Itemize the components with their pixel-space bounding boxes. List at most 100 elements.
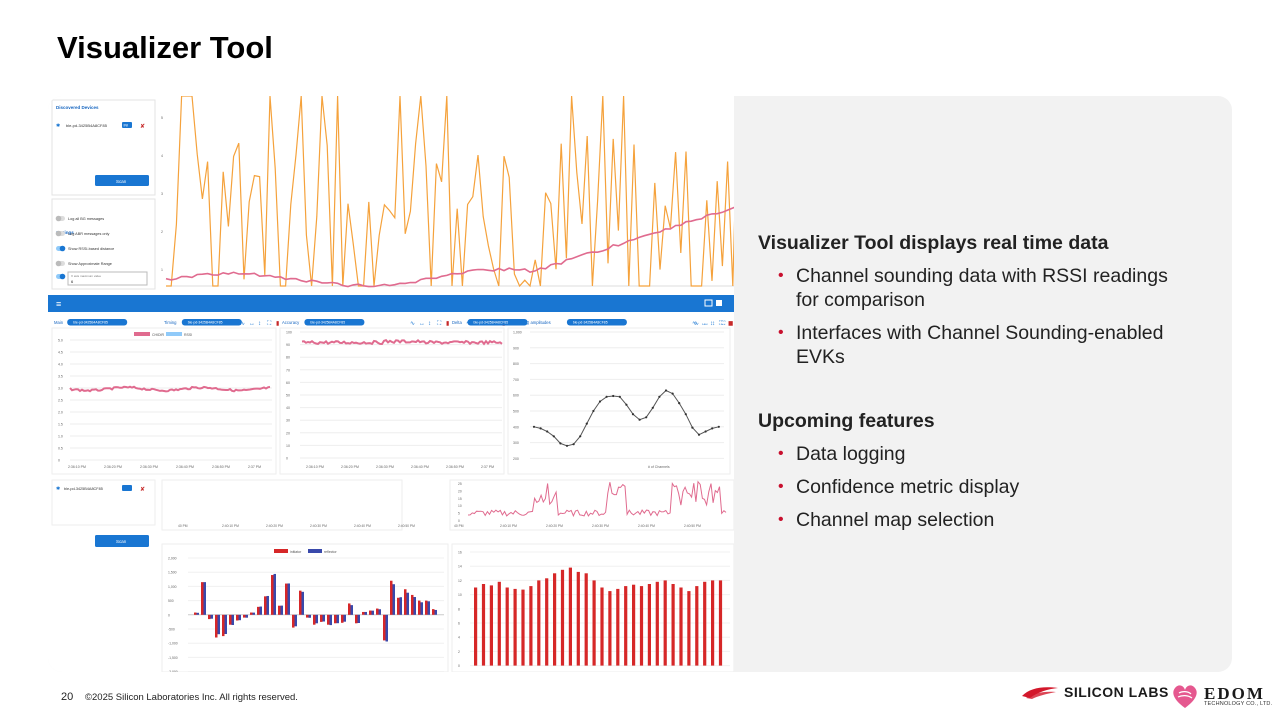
initiator-bar	[306, 614, 309, 618]
xtick: 2:36:30 PM	[140, 465, 158, 469]
axis-max-value: 6	[71, 279, 74, 284]
ytick: -1,000	[168, 642, 178, 646]
edom-text: EDOM	[1204, 683, 1265, 703]
delta-bar	[718, 580, 723, 666]
panel-title: Main	[54, 320, 64, 325]
delta-bar	[632, 584, 636, 666]
visualizer-app: Discovered Devices ✱ ble-pd-3425B4A8CF85…	[48, 96, 734, 672]
iq-point	[612, 394, 615, 398]
device-chip-label: ble-pd-3425B4A8CF85	[474, 321, 509, 325]
reflector-bar	[266, 595, 269, 615]
ytick: 2,000	[168, 557, 177, 561]
device-badge-lower	[122, 485, 132, 491]
xtick: 2:36:20 PM	[104, 465, 122, 469]
panel-tool-icon: ↔	[249, 321, 255, 327]
iq-point	[625, 403, 628, 406]
scan-button-label: Scan	[116, 179, 127, 184]
reflector-bar	[406, 592, 409, 615]
menu-icon[interactable]: ≡	[56, 299, 61, 309]
app-toolbar	[48, 295, 734, 312]
reflector-bar	[280, 605, 283, 615]
delta-bar	[513, 588, 517, 666]
ytick: 2.0	[58, 411, 63, 415]
iq-point	[579, 435, 582, 438]
settings-title: Settings	[56, 230, 74, 235]
initiator-bar	[313, 614, 316, 625]
ytick: 500	[168, 599, 174, 603]
delta-bar	[639, 586, 644, 666]
delta-bar	[663, 580, 667, 666]
device-name-lower[interactable]: ble-pd-3425B4A8CF85	[64, 487, 103, 491]
xtick: 2:40:20 PM	[546, 524, 563, 528]
disconnect-icon-lower[interactable]: ✘	[140, 486, 145, 493]
reflector-bar	[217, 614, 220, 635]
panel-title: Delta	[452, 320, 462, 325]
iq-points	[532, 389, 720, 447]
xtick: 2:36:30 PM	[376, 465, 394, 469]
discovered-title: Discovered Devices	[56, 105, 99, 110]
bullet-item: Interfaces with Channel Sounding-enabled…	[778, 321, 1178, 369]
scan-button[interactable]	[95, 175, 149, 186]
ytick: 200	[513, 457, 519, 461]
ytick: 14	[458, 565, 462, 569]
device-badge	[122, 122, 132, 128]
ytick: 10	[458, 504, 462, 508]
reflector-bar	[259, 606, 262, 615]
toggle-knob	[55, 215, 62, 222]
ytick: 4.5	[58, 351, 63, 355]
ytick: 20	[286, 431, 290, 435]
fullscreen-icon[interactable]	[716, 300, 722, 306]
iq-point	[658, 395, 661, 398]
reflector-bar	[336, 614, 339, 624]
ytick: 900	[513, 346, 519, 350]
initiator-bar	[194, 612, 197, 615]
ytick: 4	[458, 636, 460, 640]
iq-point	[572, 443, 575, 446]
axis-max-field[interactable]	[67, 271, 148, 286]
ytick: 15	[458, 497, 462, 501]
initiator-bar	[250, 612, 253, 615]
distance-pink-series	[165, 206, 734, 288]
xtick: 2:40:30 PM	[592, 524, 609, 528]
delta-bar	[537, 580, 541, 666]
iq-point	[559, 442, 562, 445]
initiator-bar	[243, 614, 246, 618]
iq-point	[546, 430, 549, 433]
ytick: -500	[168, 628, 175, 632]
xtick: 2:37 PM	[248, 465, 261, 469]
scan-button-lower[interactable]	[95, 535, 149, 547]
delta-bar	[616, 588, 620, 666]
device-chip	[67, 319, 128, 326]
device-chip-label: ble-pd-3425B4A8CF85	[73, 321, 108, 325]
iq-point	[552, 435, 555, 438]
reflector-bar	[238, 614, 241, 621]
panel-tool-icon: ⛶	[719, 320, 724, 327]
ytick: 500	[513, 410, 519, 414]
reflector-bar	[252, 612, 255, 615]
delta-bar	[529, 586, 533, 666]
delta-bar	[560, 569, 565, 666]
xtick: 2:36:50 PM	[212, 465, 230, 469]
distance-orange-series	[166, 96, 734, 288]
reflector-bar	[231, 614, 234, 625]
xtick: 2:36:40 PM	[176, 465, 194, 469]
mid-chart-left	[161, 479, 403, 531]
initiator-bar	[285, 583, 288, 615]
reflector-bar	[245, 614, 248, 618]
delta-bar	[474, 587, 478, 666]
layout-icon[interactable]	[704, 299, 713, 307]
device-chip	[467, 319, 528, 326]
xtick: 40 PM	[454, 524, 464, 528]
disconnect-icon[interactable]: ✘	[140, 123, 145, 130]
iq-point	[605, 395, 608, 398]
reflector-bar	[399, 597, 402, 615]
panel-title: Timing	[164, 320, 177, 325]
xtick: 2:36:40 PM	[411, 465, 429, 469]
device-name[interactable]: ble-pd-3425B4A8CF85	[66, 123, 108, 128]
delta-bar	[711, 580, 715, 666]
delta-bar	[497, 581, 501, 666]
initiator-bar	[383, 614, 386, 641]
iq-chart	[507, 327, 731, 475]
reflector-bar	[294, 614, 297, 627]
ytick: 80	[286, 356, 290, 360]
